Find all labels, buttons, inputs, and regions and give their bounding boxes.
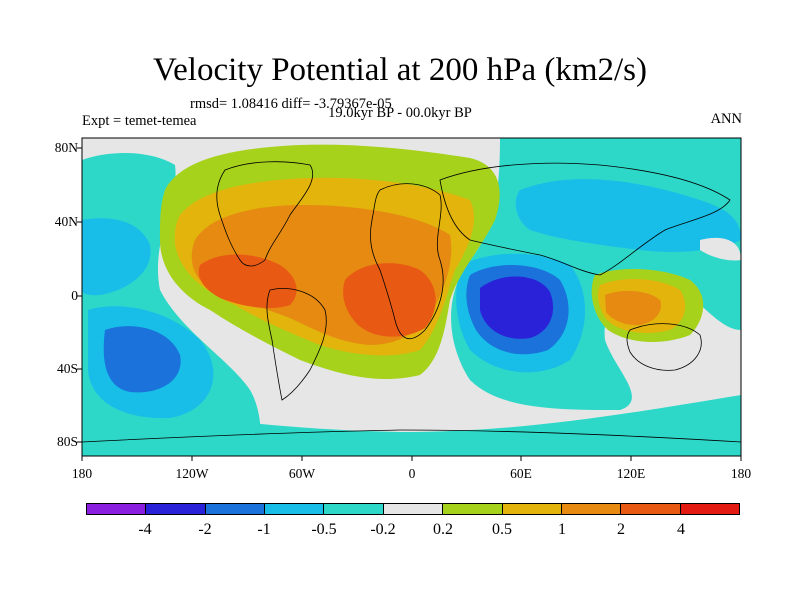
tick-marks [77,147,742,461]
colorbar-label: 0.2 [433,521,453,538]
coastline-asia [439,162,731,276]
contour-pos-caribbean-core [198,254,297,309]
rmsd-stats: rmsd= 1.08416 diff= -3.79367e-05 [190,96,392,112]
contour-neg-pacific-core [82,218,151,296]
contour-pos-maritime-3 [605,290,661,326]
colorbar-segment [502,504,562,514]
y-tick-label: 40S [56,361,78,376]
colorbar-segment [443,504,503,514]
colorbar-label: -0.5 [311,521,337,538]
x-tick-label: 120W [175,466,209,481]
contour-neg-asia [515,179,741,252]
contour-light-gap-2 [690,353,741,383]
colorbar-segment [680,504,739,514]
colorbar-segment [146,504,206,514]
coastline-north-america [216,161,314,267]
colorbar-label: 1 [558,521,566,538]
coastline-australia [626,323,702,371]
y-tick-label: 80S [56,434,78,449]
colorbar-label: -2 [198,521,212,538]
contour-neg-indian-center [480,276,554,339]
experiment-label: Expt = temet-temea [82,113,197,129]
colorbar-segment [87,504,147,514]
colorbar-segment [265,504,325,514]
y-tick-label: 0 [71,288,78,303]
colorbar-label: 4 [677,521,685,538]
period-label: 19.0kyr BP - 00.0kyr BP [328,105,472,121]
colorbar-segment [324,504,384,514]
colorbar-segment [621,504,681,514]
coastline-antarctica [82,429,741,443]
coastline-europe-africa [370,183,444,340]
colorbar-segment [561,504,622,514]
colorbar-label: 0.5 [492,521,512,538]
colorbar-label: -1 [257,521,271,538]
x-tick-label: 120E [616,466,646,481]
contour-neg-south-band [82,395,741,456]
plot-title: Velocity Potential at 200 hPa (km2/s) [152,52,648,88]
coastlines [82,161,741,443]
x-tick-label: 180 [730,466,752,481]
contour-light-gap [700,237,741,261]
coastline-south-america [266,288,327,401]
x-tick-label: 60W [288,466,316,481]
colorbar-segment [383,504,444,514]
x-tick-label: 60E [510,466,532,481]
colorbar-label: 2 [617,521,625,538]
contour-field [82,138,741,456]
colorbar-segment [205,504,266,514]
colorbar [86,503,740,515]
season-label: ANN [710,111,742,127]
contour-neg-south-pacific-core [103,326,181,393]
x-tick-label: 0 [408,466,416,481]
y-tick-label: 40N [54,214,78,229]
x-tick-label: 180 [71,466,93,481]
colorbar-label: -0.2 [370,521,396,538]
y-tick-label: 80N [54,140,78,155]
colorbar-label: -4 [138,521,152,538]
